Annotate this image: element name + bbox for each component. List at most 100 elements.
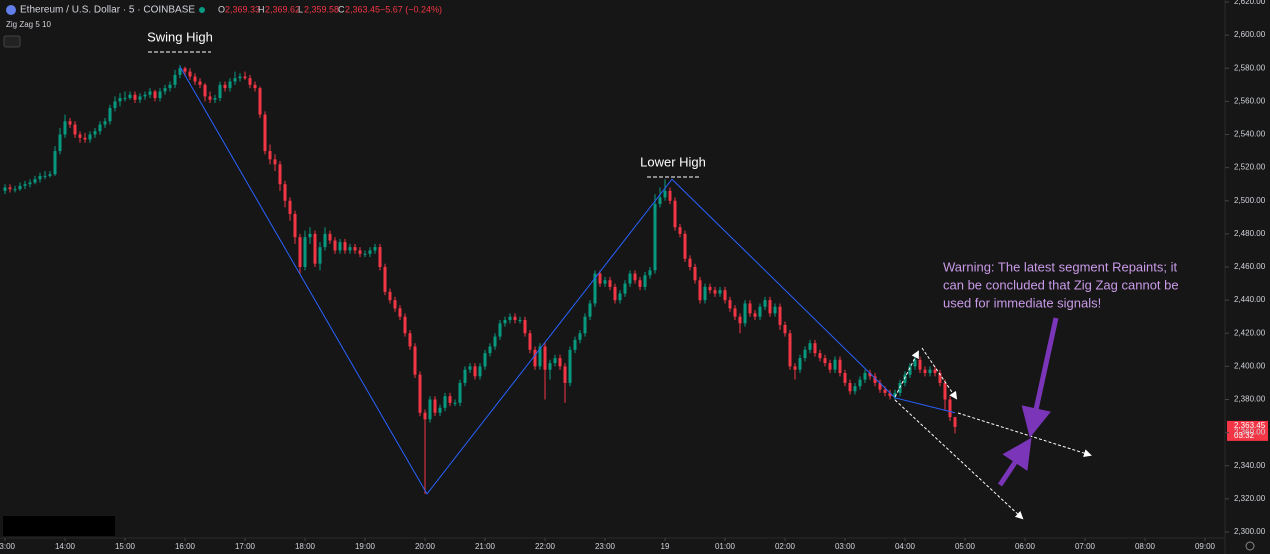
indicator-label: Zig Zag 5 10 xyxy=(6,20,51,29)
x-tick-label: 15:00 xyxy=(115,542,136,551)
candle-body xyxy=(913,359,917,367)
candle-body xyxy=(723,290,727,301)
candle-body xyxy=(163,88,167,92)
candle-body xyxy=(583,316,587,334)
candle-body xyxy=(318,247,322,264)
candle-body xyxy=(893,392,897,397)
ohlc-key: H xyxy=(258,4,265,14)
candle-body xyxy=(203,84,207,97)
candle-body xyxy=(453,402,457,404)
candle-body xyxy=(383,267,387,292)
candle-body xyxy=(473,366,477,377)
x-tick-label: 21:00 xyxy=(475,542,496,551)
candle-body xyxy=(578,333,582,340)
candle-body xyxy=(763,300,767,307)
candle-body xyxy=(208,96,212,100)
candle-body xyxy=(253,84,257,89)
candle-body xyxy=(328,233,332,241)
candle-body xyxy=(368,250,372,254)
x-tick-label: 03:00 xyxy=(835,542,856,551)
candle-body xyxy=(653,204,657,271)
candle-body xyxy=(703,286,707,301)
candle-body xyxy=(308,233,312,238)
candle-body xyxy=(603,280,607,284)
candle-body xyxy=(433,399,437,413)
y-tick-label: 2,340.00 xyxy=(1234,461,1266,470)
candle-body xyxy=(658,197,662,205)
candle-body xyxy=(503,320,507,324)
candle-body xyxy=(58,134,62,152)
candle-body xyxy=(423,412,427,420)
candle-body xyxy=(293,214,297,238)
candle-body xyxy=(793,366,797,370)
purple-arrow xyxy=(997,437,1032,487)
candle-body xyxy=(798,358,802,370)
y-tick-label: 2,400.00 xyxy=(1234,361,1266,370)
candle-body xyxy=(688,258,692,267)
candle-body xyxy=(198,81,202,85)
candle-body xyxy=(743,303,747,324)
candle-body xyxy=(668,190,672,201)
candle-body xyxy=(588,303,592,317)
x-tick-label: 08:00 xyxy=(1135,542,1156,551)
candle-body xyxy=(283,184,287,201)
candle-body xyxy=(268,151,272,160)
candle-body xyxy=(213,98,217,100)
candle-body xyxy=(918,359,922,370)
y-tick-label: 2,520.00 xyxy=(1234,163,1266,172)
warning-text: used for immediate signals! xyxy=(943,295,1101,310)
candle-body xyxy=(273,159,277,165)
candle-body xyxy=(573,339,577,350)
y-tick-label: 2,460.00 xyxy=(1234,262,1266,271)
x-tick-label: 19:00 xyxy=(355,542,376,551)
candle-body xyxy=(218,84,222,99)
candle-body xyxy=(733,308,737,317)
candle-body xyxy=(53,151,57,175)
y-tick-label: 2,440.00 xyxy=(1234,295,1266,304)
candle-body xyxy=(463,369,467,383)
collapse-button[interactable] xyxy=(3,35,21,48)
y-tick-label: 2,500.00 xyxy=(1234,196,1266,205)
candle-body xyxy=(353,247,357,251)
x-tick-label: 02:00 xyxy=(775,542,796,551)
candle-body xyxy=(758,306,762,317)
candle-body xyxy=(718,290,722,294)
candle-body xyxy=(853,386,857,392)
candle-body xyxy=(313,233,317,264)
candle-body xyxy=(848,382,852,392)
candle-body xyxy=(478,366,482,377)
candle-body xyxy=(63,121,67,135)
last-price: 2,363.45 xyxy=(1234,421,1266,430)
candle-body xyxy=(943,382,947,400)
candle-body xyxy=(408,333,412,347)
candle-body xyxy=(178,68,182,75)
candle-body xyxy=(113,101,117,108)
candle-body xyxy=(373,247,377,251)
candle-body xyxy=(633,273,637,281)
candle-body xyxy=(333,240,337,251)
candle-body xyxy=(133,94,137,100)
x-tick-label: 23:00 xyxy=(595,542,616,551)
candle-body xyxy=(168,84,172,89)
candle-body xyxy=(263,114,267,152)
candle-body xyxy=(558,358,562,367)
candle-body xyxy=(403,316,407,334)
candle-body xyxy=(443,396,447,408)
candle-body xyxy=(128,94,132,99)
ohlc-key: C xyxy=(338,4,345,14)
candle-body xyxy=(563,366,567,383)
settings-button[interactable] xyxy=(1245,541,1255,551)
candle-body xyxy=(118,98,122,102)
candle-body xyxy=(103,121,107,125)
candle-body xyxy=(803,349,807,359)
candle-body xyxy=(663,190,667,198)
candle-body xyxy=(568,349,572,383)
annotation: Lower High xyxy=(640,154,706,169)
candle-body xyxy=(538,346,542,367)
candle-body xyxy=(498,323,502,337)
arrow xyxy=(921,347,958,400)
candle-body xyxy=(243,76,247,79)
candle-body xyxy=(78,134,82,138)
candle-body xyxy=(193,76,197,82)
candle-body xyxy=(843,373,847,383)
